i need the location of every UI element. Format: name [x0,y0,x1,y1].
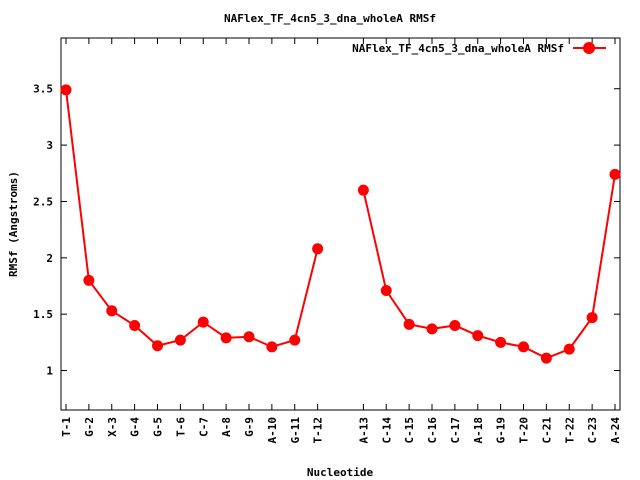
y-axis-label: RMSf (Angstroms) [7,171,20,277]
x-tick-label: T-12 [312,417,325,444]
data-point [540,352,552,364]
data-point [174,334,186,346]
plot-frame [60,37,621,411]
data-point [129,319,141,331]
x-tick-label: C-15 [403,417,416,444]
data-point [449,319,461,331]
series-line [65,89,319,348]
x-tick-label: A-13 [357,417,370,444]
data-point [403,318,415,330]
legend-label: NAFlex_TF_4cn5_3_dna_wholeA RMSf [352,42,564,55]
x-tick-label: T-6 [174,417,187,437]
x-tick-label: C-16 [426,417,439,444]
x-tick-label: A-8 [220,417,233,437]
x-tick-label: A-24 [609,417,622,444]
x-tick-label: G-2 [83,417,96,437]
data-point [495,336,507,348]
data-point [609,168,621,180]
x-tick-label: G-9 [243,417,256,437]
series-line [362,174,616,360]
data-point [563,343,575,355]
x-axis: T-1 G-2 X-3 G-4 G-5 T-6 C-7 A-8 G-9 A-10 G-11 T-12 A… [60,38,622,444]
data-point [586,312,598,324]
data-point [472,330,484,342]
y-tick-label: 3.5 [33,83,53,96]
y-tick-label: 2 [46,252,53,265]
x-tick-label: C-21 [540,417,553,444]
y-tick-label: 3 [46,139,53,152]
x-tick-label: T-20 [518,417,531,444]
data-point [289,334,301,346]
x-tick-label: C-7 [197,417,210,437]
data-point [220,332,232,344]
x-tick-label: G-5 [152,417,165,437]
data-point [266,341,278,353]
x-tick-label: C-14 [380,417,393,444]
data-point [106,305,118,317]
chart-title: NAFlex_TF_4cn5_3_dna_wholeA RMSf [224,12,436,25]
data-point [426,323,438,335]
x-axis-label: Nucleotide [307,466,374,479]
series-layer [60,84,621,364]
x-tick-label: T-1 [60,417,73,437]
legend: NAFlex_TF_4cn5_3_dna_wholeA RMSf [352,42,606,55]
data-point [60,84,72,96]
data-point [357,184,369,196]
x-tick-label: C-17 [449,417,462,444]
y-tick-label: 1 [46,365,53,378]
data-point [380,285,392,297]
data-point [83,274,95,286]
x-tick-label: T-22 [563,417,576,444]
y-tick-label: 2.5 [33,195,53,208]
x-tick-label: A-10 [266,417,279,444]
x-tick-label: C-23 [586,417,599,444]
x-tick-label: A-18 [472,417,485,444]
data-point [197,316,209,328]
y-tick-label: 1.5 [33,308,53,321]
legend-marker [583,42,595,54]
x-tick-label: G-11 [289,417,302,444]
x-tick-label: X-3 [106,417,119,437]
data-point [243,331,255,343]
x-tick-label: G-4 [129,417,142,437]
data-point [518,341,529,353]
y-axis: 1 1.5 2 2.5 3 3.5 [33,83,620,378]
data-point [312,243,324,255]
x-tick-label: G-19 [495,417,508,444]
data-point [152,340,163,352]
